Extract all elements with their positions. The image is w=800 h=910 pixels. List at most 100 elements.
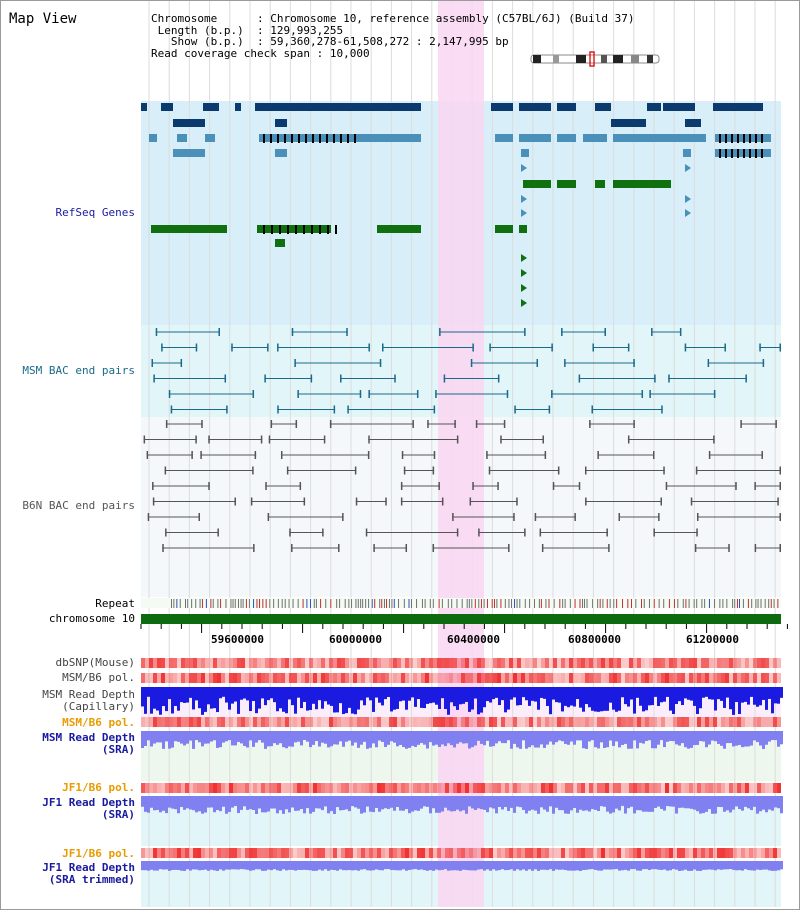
heat-cell	[745, 848, 749, 858]
heat-cell	[493, 717, 497, 727]
heat-cell	[237, 658, 241, 668]
depth-bar	[543, 687, 546, 699]
depth-bar	[696, 796, 699, 812]
b6n-bac-track-label[interactable]: B6N BAC end pairs	[22, 499, 135, 512]
axis-tick-label: 59600000	[211, 633, 264, 646]
bac-end	[277, 405, 279, 414]
heat-cell	[585, 717, 589, 727]
depth-bar	[738, 796, 741, 810]
repeat-mark	[201, 599, 203, 608]
repeat-mark	[516, 599, 518, 608]
depth-bar	[447, 796, 450, 811]
heat-cell	[705, 783, 709, 793]
depth-bar	[228, 796, 231, 812]
heat-cell	[393, 673, 397, 683]
bac-end	[147, 513, 150, 521]
depth-bar	[354, 687, 357, 715]
axis-tick-label: 60000000	[329, 633, 382, 646]
depth-bar	[648, 731, 651, 741]
depth-bar	[267, 861, 270, 870]
depth-bar	[414, 796, 417, 811]
heat-cell	[553, 673, 557, 683]
heat-cell	[433, 658, 437, 668]
jf1-read-depth-trimmed-label[interactable]: JF1 Read Depth (SRA trimmed)	[42, 862, 135, 886]
repeat-mark	[714, 599, 716, 608]
bac-end	[506, 390, 509, 398]
jf1-read-depth-sra-label[interactable]: JF1 Read Depth (SRA)	[42, 797, 135, 821]
msm-b6-pol-track-label[interactable]: MSM/B6 pol.	[62, 671, 135, 684]
bac-end	[226, 405, 228, 414]
bac-end	[401, 451, 404, 459]
depth-bar	[495, 861, 498, 871]
gene-exon	[557, 134, 576, 142]
heat-cell	[709, 783, 713, 793]
jf1-b6-pol-label[interactable]: JF1/B6 pol.	[62, 781, 135, 794]
bac-end	[368, 390, 370, 398]
heat-cell	[689, 717, 693, 727]
depth-bar	[150, 861, 153, 870]
depth-bar	[609, 796, 612, 814]
depth-bar	[207, 687, 210, 705]
depth-bar	[279, 731, 282, 744]
heat-cell	[633, 848, 637, 858]
depth-bar	[198, 731, 201, 743]
heat-cell	[185, 848, 189, 858]
msm-bac-track-label[interactable]: MSM BAC end pairs	[22, 364, 135, 377]
heat-cell	[393, 658, 397, 668]
depth-bar	[408, 731, 411, 748]
dbsnp-track-label[interactable]: dbSNP(Mouse)	[55, 656, 135, 669]
depth-bar	[330, 861, 333, 870]
depth-bar	[180, 861, 183, 871]
depth-bar	[306, 796, 309, 809]
depth-bar	[525, 731, 528, 749]
heat-cell	[205, 848, 209, 858]
refseq-track-label[interactable]: RefSeq Genes	[55, 206, 135, 219]
heat-cell	[733, 717, 737, 727]
depth-bar	[555, 861, 558, 870]
depth-bar	[768, 687, 771, 699]
exon-mark	[749, 149, 751, 158]
heat-cell	[497, 658, 501, 668]
depth-bar	[516, 796, 519, 807]
heat-cell	[141, 848, 145, 858]
depth-bar	[501, 796, 504, 810]
depth-bar	[369, 796, 372, 812]
depth-bar	[666, 731, 669, 742]
heat-cell	[397, 673, 401, 683]
depth-bar	[531, 731, 534, 746]
heat-cell	[593, 673, 597, 683]
heat-cell	[281, 783, 285, 793]
heat-cell	[265, 673, 269, 683]
depth-bar	[324, 687, 327, 702]
depth-bar	[642, 861, 645, 870]
msm-read-depth-capillary-label[interactable]: MSM Read Depth (Capillary)	[42, 689, 135, 713]
jf1-b6-pol-trimmed-label[interactable]: JF1/B6 pol.	[62, 847, 135, 860]
depth-bar	[420, 731, 423, 744]
depth-bar	[330, 796, 333, 812]
msm-read-depth-sra-label[interactable]: MSM Read Depth (SRA)	[42, 732, 135, 756]
heat-cell	[457, 673, 461, 683]
gene-exon	[683, 149, 691, 157]
depth-bar	[159, 796, 162, 813]
bac-end	[557, 466, 560, 475]
depth-bar	[597, 731, 600, 749]
bac-end	[608, 544, 610, 552]
heat-cell	[509, 848, 513, 858]
heat-cell	[265, 848, 269, 858]
depth-bar	[630, 687, 633, 700]
depth-bar	[597, 796, 600, 812]
bac-end	[627, 435, 630, 444]
repeat-track-label[interactable]: Repeat	[95, 597, 135, 610]
depth-bar	[519, 861, 522, 871]
depth-bar	[165, 687, 168, 712]
msm-b6-pol-sra-label[interactable]: MSM/B6 pol.	[62, 716, 135, 729]
depth-bar	[396, 687, 399, 709]
heat-cell	[501, 717, 505, 727]
heat-cell	[541, 783, 545, 793]
depth-bar	[684, 731, 687, 748]
gene-exon	[173, 149, 205, 157]
heat-cell	[149, 848, 153, 858]
heat-cell	[733, 783, 737, 793]
depth-bar	[501, 861, 504, 870]
